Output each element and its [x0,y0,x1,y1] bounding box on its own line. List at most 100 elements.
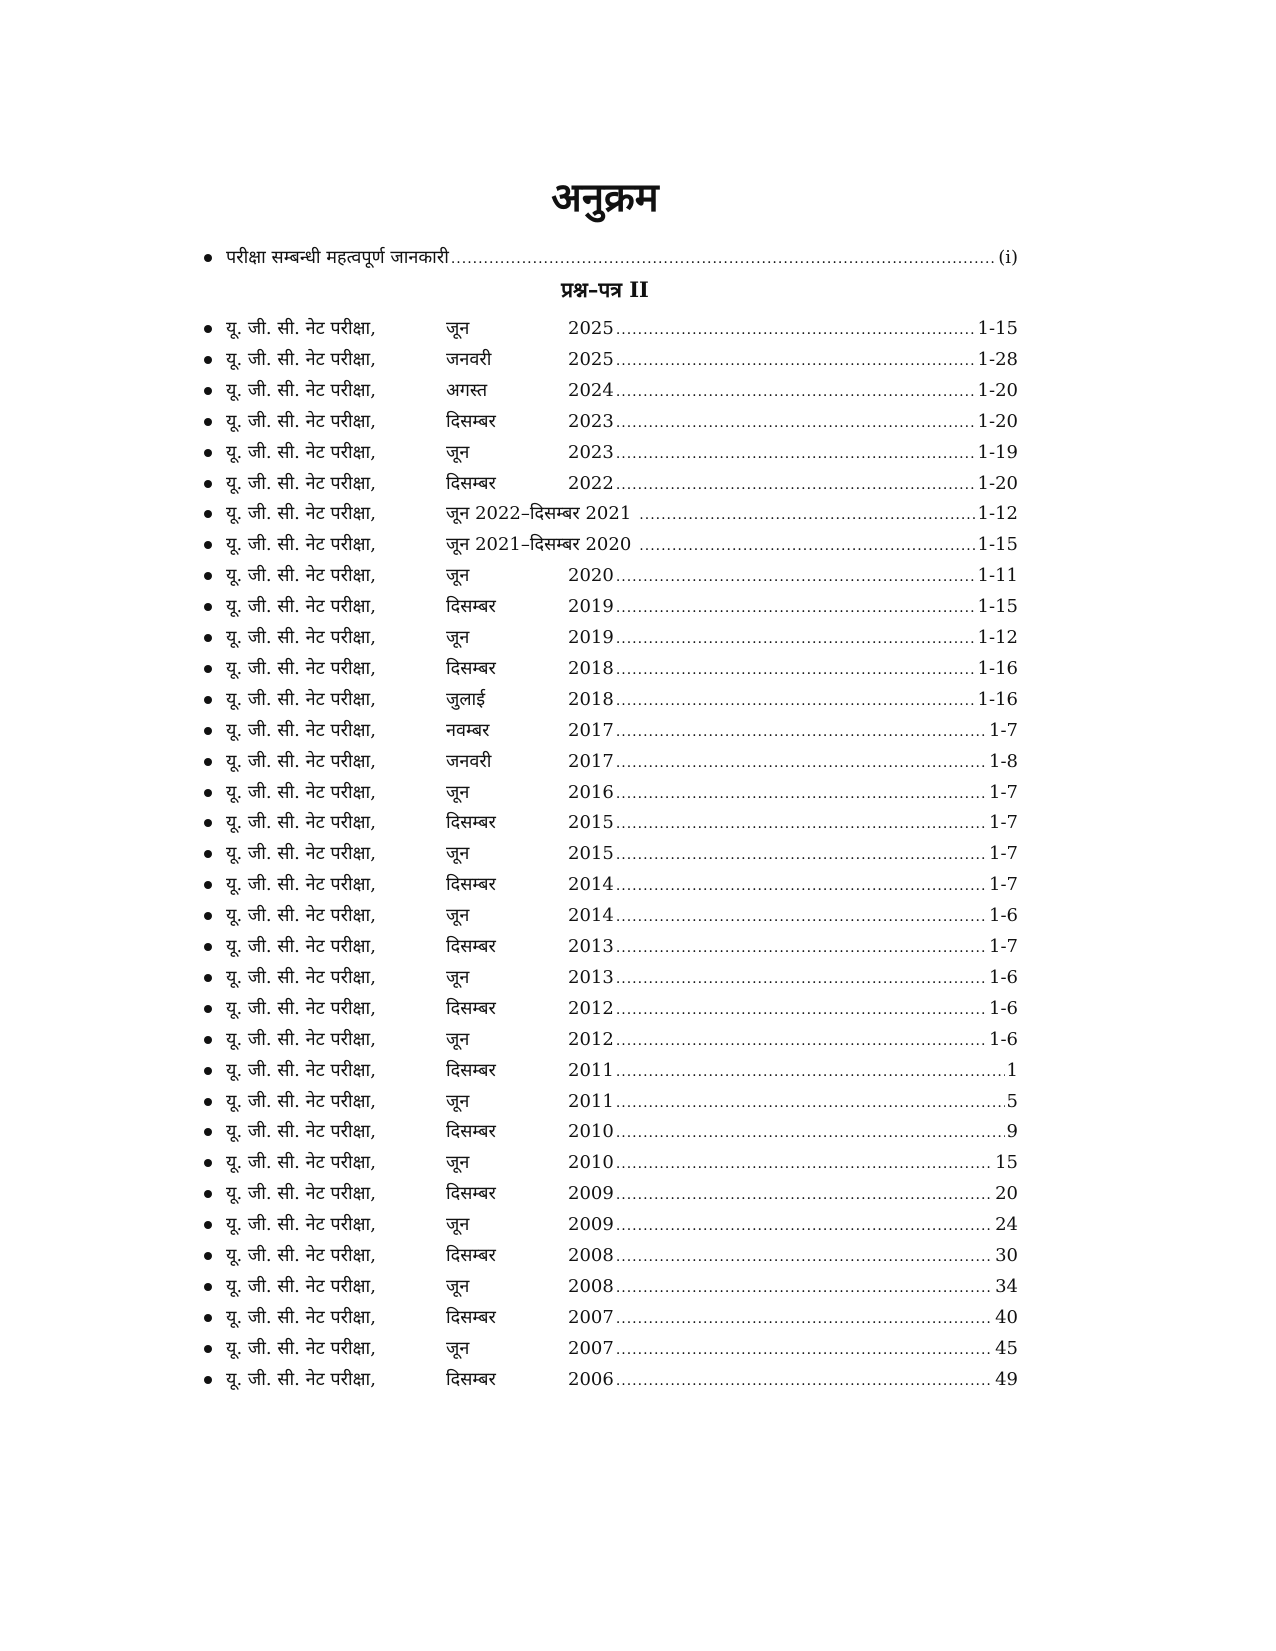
entry-label: यू. जी. सी. नेट परीक्षा, [226,1028,376,1050]
entry-label: यू. जी. सी. नेट परीक्षा, [226,1090,376,1112]
entry-year: 2017 [568,719,614,741]
entry-page: 1-20 [977,379,1018,401]
entry-year: 2025 [568,348,614,370]
toc-entry[interactable]: यू. जी. सी. नेट परीक्षा, दिसम्बर 2009 20 [200,1180,1018,1208]
toc-entry[interactable]: यू. जी. सी. नेट परीक्षा, जून 2020 1-11 [200,562,1018,590]
entry-label: यू. जी. सी. नेट परीक्षा, [226,781,376,803]
toc-entry[interactable]: यू. जी. सी. नेट परीक्षा, दिसम्बर 2012 1-6 [200,995,1018,1023]
dot-leader [616,749,987,777]
toc-entry[interactable]: यू. जी. सी. नेट परीक्षा, दिसम्बर 2015 1-7 [200,809,1018,837]
entry-month: जुलाई [446,688,486,710]
toc-entry[interactable]: यू. जी. सी. नेट परीक्षा, दिसम्बर 2008 30 [200,1242,1018,1270]
entry-year: 2014 [568,905,614,927]
entry-month: जून [446,843,470,865]
toc-entry[interactable]: यू. जी. सी. नेट परीक्षा, जून 2007 45 [200,1335,1018,1363]
entry-page: 1-16 [977,688,1018,710]
dot-leader [616,780,987,808]
toc-entry-intro[interactable]: परीक्षा सम्बन्धी महत्वपूर्ण जानकारी (i) [200,244,1018,272]
dot-leader [616,409,976,437]
dot-leader [616,1058,1005,1086]
entry-year: 2022 [568,472,614,494]
bullet-icon [204,973,212,982]
entry-year: 2015 [568,843,614,865]
entry-label: यू. जी. सी. नेट परीक्षा, [226,1306,376,1328]
toc-entry[interactable]: यू. जी. सी. नेट परीक्षा, दिसम्बर 2011 1 [200,1057,1018,1085]
dot-leader [616,687,976,715]
entry-label: यू. जी. सी. नेट परीक्षा, [226,936,376,957]
toc-entry[interactable]: यू. जी. सी. नेट परीक्षा, जून 2013 1-6 [200,964,1018,992]
entry-year: 2023 [568,441,614,463]
entry-label: यू. जी. सी. नेट परीक्षा, [226,657,376,679]
bullet-icon [204,386,212,395]
entry-year: 2009 [568,1214,614,1236]
entry-page: 5 [1006,1090,1018,1112]
bullet-icon [204,479,212,488]
entry-month: नवम्बर [446,719,490,741]
toc-entry[interactable]: यू. जी. सी. नेट परीक्षा, जून 2009 24 [200,1211,1018,1239]
toc-entry[interactable]: यू. जी. सी. नेट परीक्षा, दिसम्बर 2023 1-20 [200,408,1018,436]
entry-year: 2018 [568,657,614,679]
entry-label: यू. जी. सी. नेट परीक्षा, [226,565,376,587]
toc-entry[interactable]: यू. जी. सी. नेट परीक्षा, जून 2014 1-6 [200,902,1018,930]
entry-page: 1-11 [977,565,1018,587]
toc-entry[interactable]: यू. जी. सी. नेट परीक्षा, दिसम्बर 2010 9 [200,1118,1018,1146]
bullet-icon [204,757,212,766]
toc-entry[interactable]: यू. जी. सी. नेट परीक्षा, दिसम्बर 2006 49 [200,1366,1018,1394]
toc-entry[interactable]: यू. जी. सी. नेट परीक्षा, दिसम्बर 2014 1-7 [200,871,1018,899]
bullet-icon [204,881,212,890]
dot-leader [616,347,976,375]
entry-month: जून 2022–दिसम्बर 2021 [446,503,632,525]
entry-page: 1-8 [989,750,1018,772]
toc-entry[interactable]: यू. जी. सी. नेट परीक्षा, जून 2019 1-12 [200,624,1018,652]
toc-entry[interactable]: यू. जी. सी. नेट परीक्षा, जून 2008 34 [200,1273,1018,1301]
dot-leader [616,563,976,591]
entry-label: यू. जी. सी. नेट परीक्षा, [226,472,376,494]
entry-year: 2011 [568,1090,614,1112]
toc-entry[interactable]: यू. जी. सी. नेट परीक्षा, दिसम्बर 2022 1-20 [200,470,1018,498]
bullet-icon [204,1159,212,1168]
dot-leader [616,718,987,746]
toc-entry[interactable]: यू. जी. सी. नेट परीक्षा, जून 2016 1-7 [200,779,1018,807]
dot-leader [639,501,975,529]
entry-year: 2006 [568,1368,614,1390]
toc-entry[interactable]: यू. जी. सी. नेट परीक्षा, जुलाई 2018 1-16 [200,686,1018,714]
entry-year: 2010 [568,1121,614,1143]
toc-entry[interactable]: यू. जी. सी. नेट परीक्षा, जून 2010 15 [200,1149,1018,1177]
toc-entry[interactable]: यू. जी. सी. नेट परीक्षा, दिसम्बर 2018 1-16 [200,655,1018,683]
toc-entry[interactable]: यू. जी. सी. नेट परीक्षा, नवम्बर 2017 1-7 [200,717,1018,745]
toc-entry[interactable]: यू. जी. सी. नेट परीक्षा, दिसम्बर 2007 40 [200,1304,1018,1332]
entry-label: यू. जी. सी. नेट परीक्षा, [226,410,376,432]
dot-leader [616,1181,993,1209]
toc-entry[interactable]: यू. जी. सी. नेट परीक्षा, जनवरी 2025 1-28 [200,346,1018,374]
bullet-icon [204,510,212,519]
entry-page: 1-7 [989,781,1018,803]
entry-page: 1-15 [977,534,1018,556]
toc-entry[interactable]: यू. जी. सी. नेट परीक्षा, जून 2015 1-7 [200,840,1018,868]
bullet-icon [204,695,212,704]
bullet-icon [204,726,212,735]
toc-entry[interactable]: यू. जी. सी. नेट परीक्षा, जून 2022–दिसम्बर… [200,500,1018,528]
entry-label: यू. जी. सी. नेट परीक्षा, [226,318,376,339]
toc-entry[interactable]: यू. जी. सी. नेट परीक्षा, जून 2011 5 [200,1088,1018,1116]
entry-month: जून [446,565,470,587]
entry-month: दिसम्बर [446,874,496,896]
entry-page: 1-28 [977,348,1018,370]
toc-entry[interactable]: यू. जी. सी. नेट परीक्षा, जून 2021–दिसम्बर… [200,531,1018,559]
toc-entry[interactable]: यू. जी. सी. नेट परीक्षा, जून 2025 1-15 [200,315,1018,343]
entry-page: 1-7 [989,843,1018,865]
toc-entry[interactable]: यू. जी. सी. नेट परीक्षा, अगस्त 2024 1-20 [200,377,1018,405]
entry-year: 2020 [568,565,614,587]
toc-entry[interactable]: यू. जी. सी. नेट परीक्षा, दिसम्बर 2013 1-7 [200,933,1018,961]
entry-label: यू. जी. सी. नेट परीक्षा, [226,1152,376,1174]
bullet-icon [204,1313,212,1322]
toc-entry[interactable]: यू. जी. सी. नेट परीक्षा, जून 2023 1-19 [200,439,1018,467]
dot-leader [616,1150,993,1178]
entry-label: यू. जी. सी. नेट परीक्षा, [226,1245,376,1266]
entry-year: 2011 [568,1059,614,1081]
toc-entry[interactable]: यू. जी. सी. नेट परीक्षा, जून 2012 1-6 [200,1026,1018,1054]
dot-leader [616,1336,993,1364]
bullet-icon [204,1004,212,1013]
entry-page: 45 [995,1337,1018,1359]
toc-entry[interactable]: यू. जी. सी. नेट परीक्षा, जनवरी 2017 1-8 [200,748,1018,776]
toc-entry[interactable]: यू. जी. सी. नेट परीक्षा, दिसम्बर 2019 1-15 [200,593,1018,621]
